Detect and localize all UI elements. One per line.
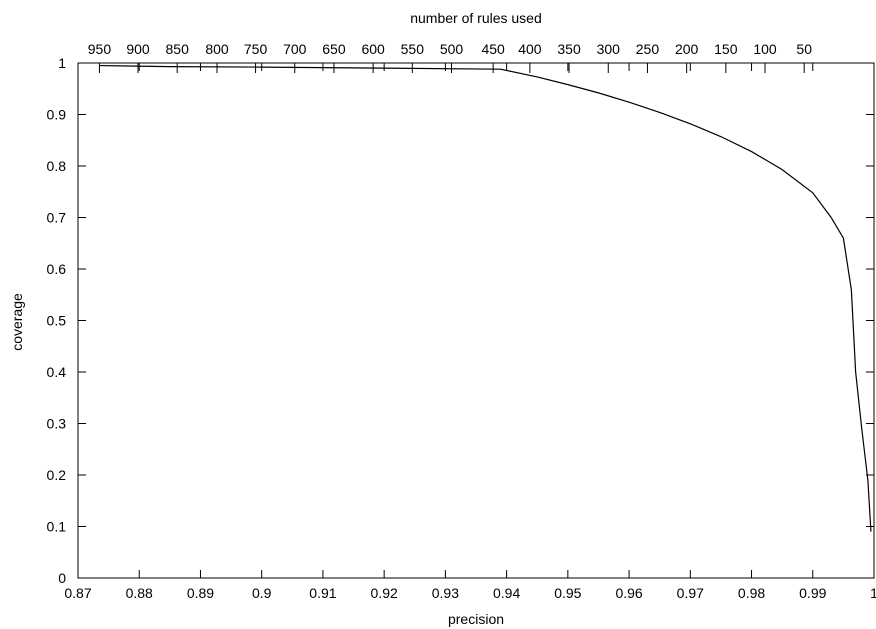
x-tick-label: 0.95 [554, 585, 581, 601]
x-tick-label: 0.99 [799, 585, 826, 601]
y-tick-label: 0 [58, 570, 66, 586]
top-tick-label: 450 [481, 41, 505, 57]
y-tick-label: 0.3 [47, 416, 67, 432]
y-tick-label: 0.2 [47, 467, 67, 483]
x-tick-label: 1 [870, 585, 876, 601]
x-tick-label: 0.91 [309, 585, 336, 601]
x-tick-label: 0.87 [64, 585, 91, 601]
y-tick-label: 0.4 [47, 364, 67, 380]
top-tick-label: 100 [753, 41, 777, 57]
x-tick-label: 0.93 [432, 585, 459, 601]
top-tick-label: 350 [557, 41, 581, 57]
x-tick-label: 0.89 [187, 585, 214, 601]
y-tick-label: 0.5 [47, 313, 67, 329]
top-tick-label: 850 [166, 41, 190, 57]
x-axis-ticks: 0.87 0.88 0.89 0.9 0.91 0.92 0.93 0.94 0.95 0.96 0… [64, 63, 876, 601]
top-tick-label: 750 [244, 41, 268, 57]
y-tick-label: 0.6 [47, 261, 67, 277]
y-axis-ticks: 0 0.1 0.2 0.3 0.4 0.5 0.6 0.7 0.8 0.9 1 [47, 55, 874, 586]
y-tick-label: 0.9 [47, 107, 67, 123]
x-tick-label: 0.88 [126, 585, 153, 601]
x-tick-label: 0.92 [371, 585, 398, 601]
x-tick-label: 0.98 [738, 585, 765, 601]
top-tick-label: 700 [283, 41, 307, 57]
x-tick-label: 0.96 [615, 585, 642, 601]
y-tick-label: 1 [58, 55, 66, 71]
plot-frame [77, 62, 875, 579]
y-tick-label: 0.8 [47, 158, 67, 174]
top-axis-title: number of rules used [410, 10, 542, 26]
top-tick-label: 550 [401, 41, 425, 57]
top-tick-label: 200 [675, 41, 699, 57]
top-tick-label: 500 [440, 41, 464, 57]
x-tick-label: 0.9 [252, 585, 272, 601]
x-tick-label: 0.97 [677, 585, 704, 601]
top-tick-label: 800 [205, 41, 229, 57]
y-tick-label: 0.1 [47, 519, 67, 535]
y-axis-title: coverage [9, 293, 25, 351]
x-tick-label: 0.94 [493, 585, 520, 601]
x-axis-title: precision [448, 611, 504, 627]
top-axis-ticks: 950 900 850 800 750 700 650 600 550 500 450 400 350 3… [88, 41, 812, 73]
top-tick-label: 950 [88, 41, 112, 57]
top-tick-label: 400 [518, 41, 542, 57]
top-tick-label: 650 [322, 41, 346, 57]
top-tick-label: 150 [714, 41, 738, 57]
top-tick-label: 250 [636, 41, 660, 57]
y-tick-label: 0.7 [47, 210, 67, 226]
top-tick-label: 600 [361, 41, 385, 57]
top-tick-label: 50 [796, 41, 812, 57]
top-tick-label: 900 [126, 41, 150, 57]
series-line-0 [99, 64, 872, 532]
series-layer [99, 64, 872, 532]
top-tick-label: 300 [597, 41, 621, 57]
plot-border [77, 62, 875, 579]
